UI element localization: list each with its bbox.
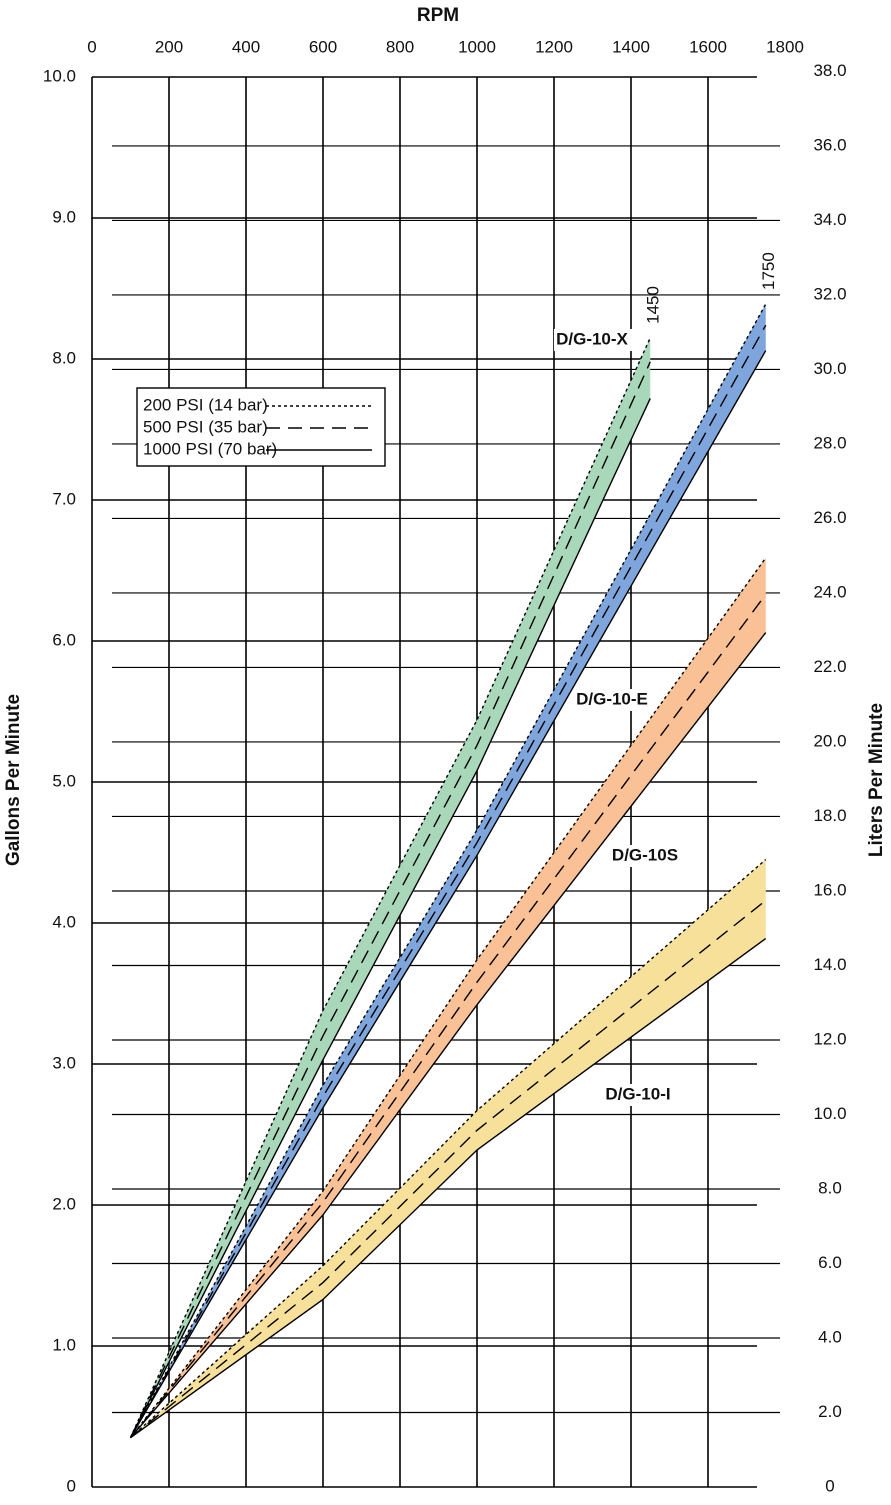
pressure-line [130, 859, 767, 1439]
legend-label: 200 PSI (14 bar) [143, 395, 268, 414]
y-tick-label: 10.0 [43, 66, 76, 85]
legend-label: 1000 PSI (70 bar) [143, 439, 277, 458]
pressure-line [129, 350, 767, 1439]
x-tick-label: 600 [309, 37, 337, 56]
y-tick-label: 8.0 [52, 348, 76, 367]
y-tick-label: 9.0 [52, 207, 76, 226]
y2-tick-label: 4.0 [818, 1327, 842, 1346]
legend: 200 PSI (14 bar) 500 PSI (35 bar) 1000 PSI… [136, 387, 386, 467]
y2-axis-title: Liters Per Minute [866, 703, 887, 857]
y2-tick-label: 26.0 [813, 508, 846, 527]
y2-tick-label: 6.0 [818, 1253, 842, 1272]
x-tick-label: 800 [386, 37, 414, 56]
pressure-line [130, 937, 767, 1439]
band-label: D/G-10S [612, 845, 678, 864]
pressure-line [129, 398, 651, 1438]
pressure-line [129, 337, 651, 1438]
y-tick-label: 5.0 [52, 771, 76, 790]
y2-tick-label: 0 [825, 1476, 834, 1495]
y2-tick-label: 36.0 [813, 135, 846, 154]
band-label: D/G-10-I [605, 1084, 670, 1103]
x-tick-label: 1000 [458, 37, 496, 56]
y2-tick-label: 8.0 [818, 1178, 842, 1197]
pressure-line [129, 557, 767, 1439]
y2-tick-label: 34.0 [813, 210, 846, 229]
y-tick-label: 0 [67, 1476, 76, 1495]
y2-tick-label: 16.0 [813, 880, 846, 899]
x-axis-title: RPM [417, 5, 459, 26]
legend-label: 500 PSI (35 bar) [143, 417, 268, 436]
pressure-line [129, 632, 767, 1439]
x-tick-label: 1600 [689, 37, 727, 56]
pressure-line [130, 899, 767, 1439]
band-fill [130, 304, 766, 1438]
y2-tick-label: 24.0 [813, 582, 846, 601]
legend-box [136, 387, 386, 467]
band-label: D/G-10-E [576, 689, 648, 708]
y-tick-label: 3.0 [52, 1053, 76, 1072]
pressure-line [129, 361, 651, 1438]
pressure-line [129, 594, 767, 1439]
y-axis-title: Gallons Per Minute [3, 694, 24, 866]
y2-tick-label: 22.0 [813, 657, 846, 676]
x-tick-label: 1400 [612, 37, 650, 56]
x-tick-label: 400 [232, 37, 260, 56]
y-tick-label: 7.0 [52, 489, 76, 508]
band-fill [130, 337, 651, 1438]
y-tick-label: 1.0 [52, 1335, 76, 1354]
label-bg [600, 1084, 678, 1106]
y2-tick-label: 32.0 [813, 284, 846, 303]
pressure-line [129, 324, 767, 1438]
y-tick-label: 4.0 [52, 912, 76, 931]
pressure-line [129, 303, 767, 1438]
end-rpm-label: 1450 [644, 286, 663, 324]
label-bg [607, 845, 685, 867]
y-tick-label: 6.0 [52, 630, 76, 649]
y2-tick-label: 28.0 [813, 433, 846, 452]
y2-tick-label: 12.0 [813, 1029, 846, 1048]
y2-tick-label: 20.0 [813, 731, 846, 750]
label-bg [554, 329, 632, 351]
y2-tick-label: 18.0 [813, 806, 846, 825]
y2-tick-label: 10.0 [813, 1104, 846, 1123]
y2-tick-label: 30.0 [813, 359, 846, 378]
x-tick-label: 1800 [766, 37, 804, 56]
x-tick-label: 200 [155, 37, 183, 56]
label-bg [574, 689, 652, 711]
grid [91, 76, 780, 1488]
x-tick-label: 0 [87, 37, 96, 56]
y-tick-label: 2.0 [52, 1194, 76, 1213]
end-rpm-label: 1750 [759, 252, 778, 290]
band-fill [130, 859, 766, 1438]
y2-tick-label: 14.0 [813, 955, 846, 974]
y2-tick-label: 2.0 [818, 1402, 842, 1421]
band-label: D/G-10-X [556, 329, 628, 348]
y2-tick-label: 38.0 [813, 61, 846, 80]
x-tick-label: 1200 [535, 37, 573, 56]
